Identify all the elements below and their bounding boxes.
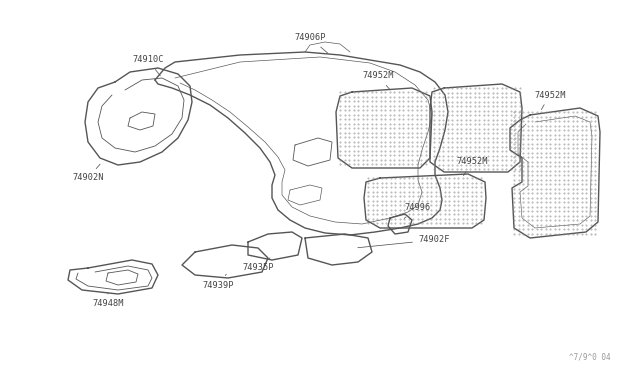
Text: 74939P: 74939P	[202, 274, 234, 289]
Text: 74935P: 74935P	[243, 258, 274, 273]
Text: ^7/9^0 04: ^7/9^0 04	[569, 353, 611, 362]
Text: 74948M: 74948M	[92, 293, 124, 308]
Text: 74902F: 74902F	[358, 235, 449, 248]
Text: 74952M: 74952M	[534, 90, 566, 110]
Text: 74952M: 74952M	[362, 71, 394, 90]
Text: 74996: 74996	[404, 203, 431, 218]
Text: 74902N: 74902N	[72, 164, 104, 183]
Text: 74952M: 74952M	[456, 157, 488, 176]
Text: 74910C: 74910C	[132, 55, 164, 76]
Text: 74906P: 74906P	[294, 33, 328, 53]
